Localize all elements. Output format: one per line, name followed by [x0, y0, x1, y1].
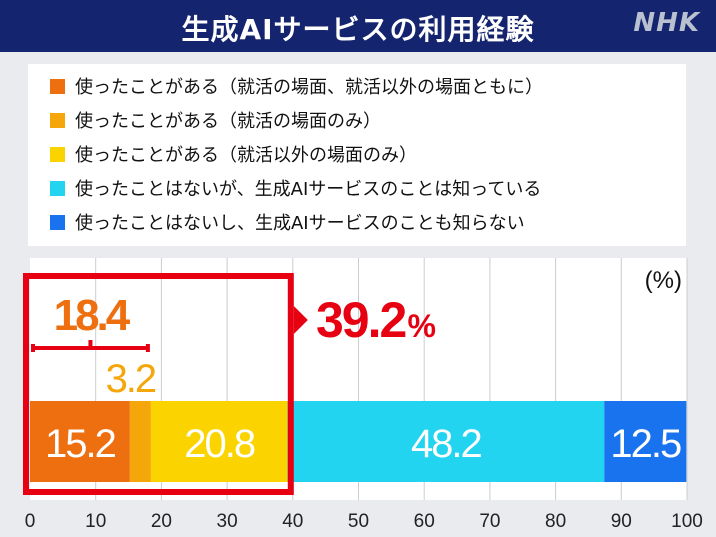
chart-title: 生成AIサービスの利用経験	[181, 13, 535, 46]
bar-segment	[287, 401, 605, 482]
legend-label: 使ったことがある（就活以外の場面のみ）	[75, 145, 417, 166]
highlight-arrow	[293, 306, 308, 334]
legend-swatch	[50, 180, 65, 196]
bar-value-label: 3.2	[106, 357, 156, 401]
bar-segment	[129, 401, 151, 482]
x-tick-label: 60	[414, 511, 435, 532]
legend-label: 使ったことがある（就活の場面、就活以外の場面ともに）	[75, 77, 543, 98]
legend-swatch	[50, 146, 65, 162]
legend-item: 使ったことがある（就活の場面のみ）	[50, 104, 381, 136]
total-value-label: 39.2	[316, 292, 406, 348]
x-tick-label: 30	[217, 511, 238, 532]
bracket-value-label: 18.4	[54, 291, 131, 340]
bar-value-label: 48.2	[411, 422, 482, 466]
x-tick-label: 90	[611, 511, 632, 532]
legend-swatch	[50, 78, 65, 94]
x-tick-label: 100	[671, 511, 703, 532]
legend-label: 使ったことはないし、生成AIサービスのことも知らない	[75, 213, 525, 234]
bar-segment	[604, 401, 687, 482]
legend-item: 使ったことがある（就活以外の場面のみ）	[50, 138, 417, 170]
header: 生成AIサービスの利用経験 NHK	[0, 0, 716, 52]
legend-item: 使ったことがある（就活の場面、就活以外の場面ともに）	[50, 70, 543, 102]
legend-label: 使ったことはないが、生成AIサービスのことは知っている	[75, 179, 542, 200]
x-tick-label: 0	[25, 511, 36, 532]
legend-item: 使ったことはないが、生成AIサービスのことは知っている	[50, 172, 541, 204]
bar-value-label: 20.8	[184, 422, 255, 466]
x-tick-label: 70	[479, 511, 500, 532]
legend-item: 使ったことはないし、生成AIサービスのことも知らない	[50, 206, 525, 238]
x-tick-label: 40	[282, 511, 303, 532]
x-tick-label: 50	[348, 511, 369, 532]
nhk-logo: NHK	[633, 8, 700, 38]
legend: 使ったことがある（就活の場面、就活以外の場面ともに） 使ったことがある（就活の場…	[28, 64, 686, 246]
unit-label: (%)	[645, 267, 682, 294]
bar-value-label: 12.5	[610, 422, 681, 466]
legend-swatch	[50, 112, 65, 128]
legend-swatch	[50, 214, 65, 230]
highlight-frame	[23, 273, 294, 495]
x-tick-label: 20	[151, 511, 172, 532]
legend-label: 使ったことがある（就活の場面のみ）	[75, 111, 381, 132]
bar-segment	[150, 401, 288, 482]
x-tick-label: 80	[545, 511, 566, 532]
bar-segment	[30, 401, 130, 482]
total-unit-label: %	[408, 308, 436, 344]
x-tick-label: 10	[85, 511, 106, 532]
bar-value-label: 15.2	[45, 422, 116, 466]
